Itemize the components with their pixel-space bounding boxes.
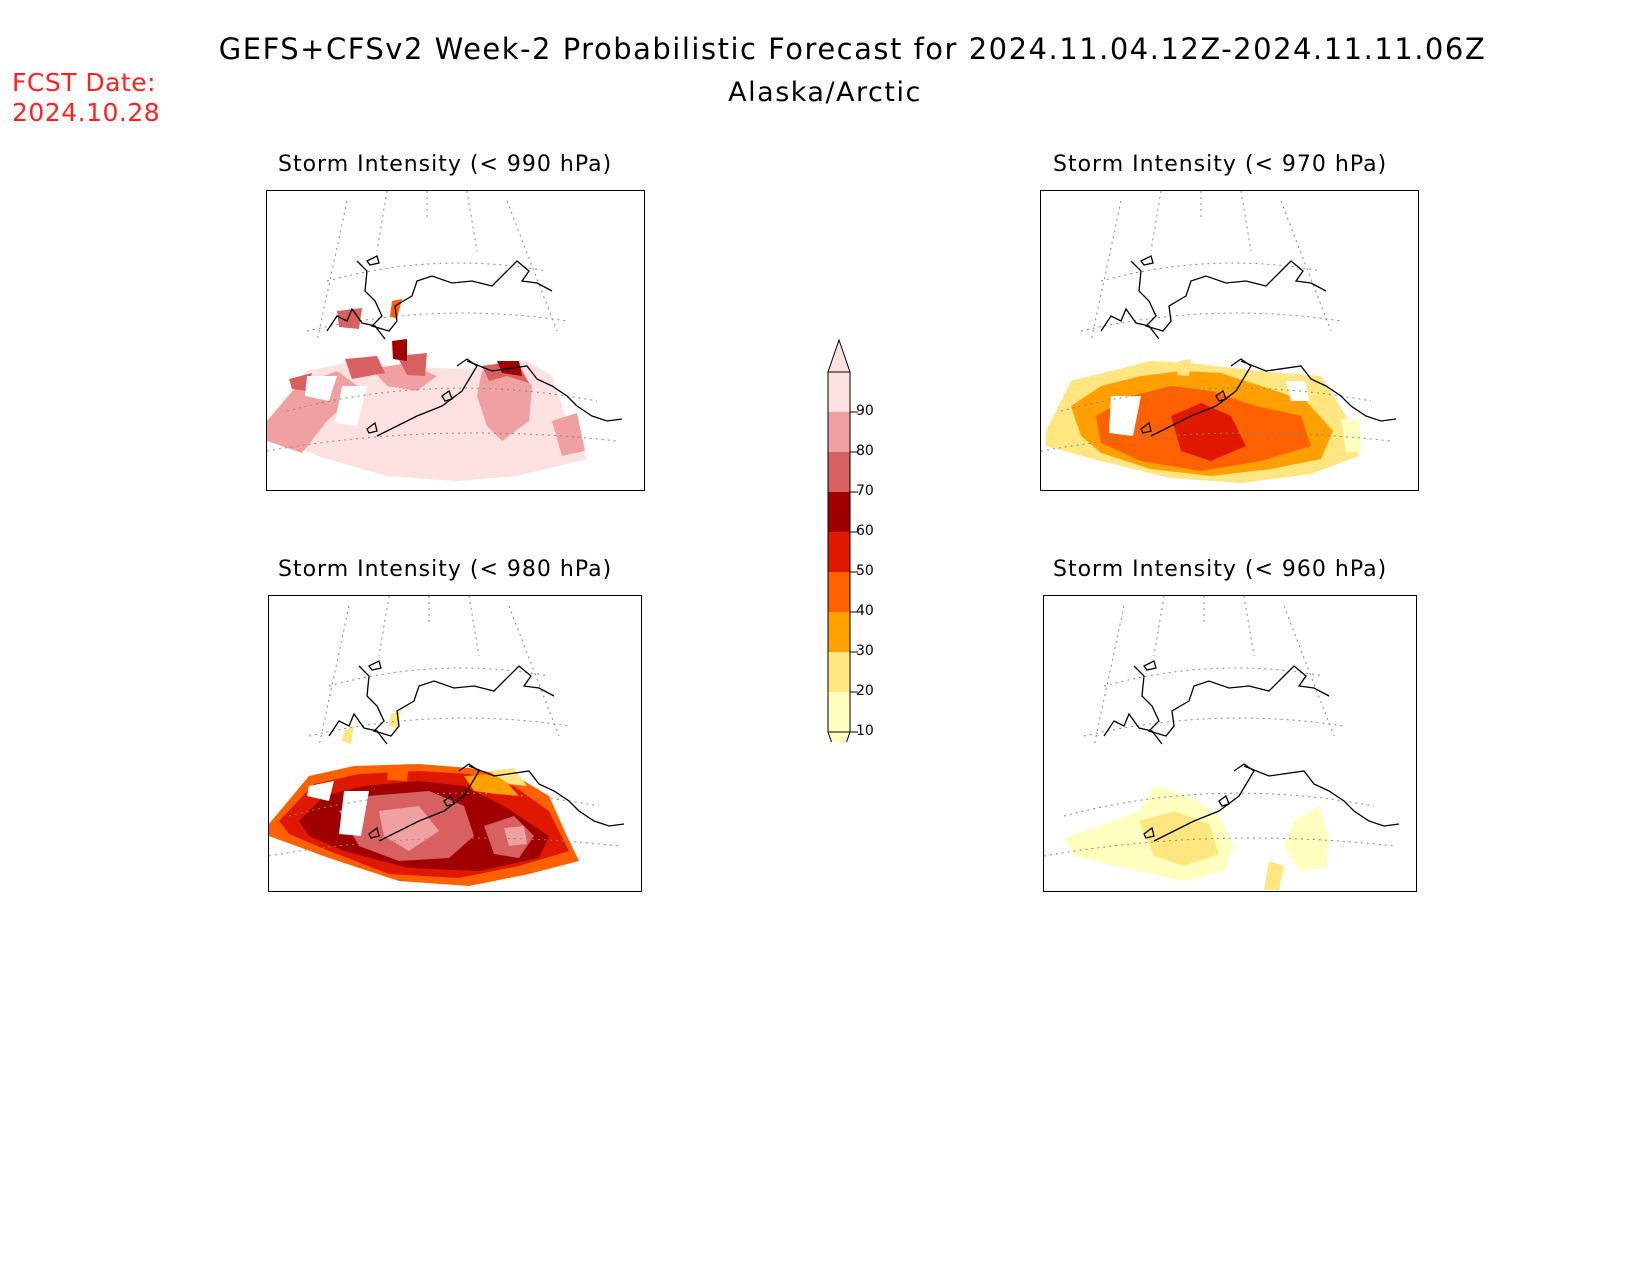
colorbar-label-40: 40 xyxy=(856,603,874,619)
colorbar-label-50: 50 xyxy=(856,563,874,579)
map-panel-980 xyxy=(268,595,642,892)
colorbar-label-10: 10 xyxy=(856,723,874,739)
colorbar-label-90: 90 xyxy=(856,403,874,419)
region-title: Alaska/Arctic xyxy=(728,77,922,108)
map-990 xyxy=(267,191,623,481)
colorbar-label-60: 60 xyxy=(856,523,874,539)
coastline-970 xyxy=(1100,255,1397,437)
colorbar-segment-50 xyxy=(828,532,850,572)
main-title: GEFS+CFSv2 Week-2 Probabilistic Forecast… xyxy=(218,32,1487,66)
map-panel-990 xyxy=(266,190,645,491)
colorbar-segment-30 xyxy=(828,612,850,652)
coastline-980 xyxy=(328,660,625,842)
map-960 xyxy=(1044,596,1400,890)
fill-990 xyxy=(267,299,587,481)
colorbar-segment-20 xyxy=(828,652,850,692)
map-980 xyxy=(269,596,625,886)
colorbar-segment-10 xyxy=(828,692,850,732)
colorbar-segment-60 xyxy=(828,492,850,532)
colorbar-label-70: 70 xyxy=(856,483,874,499)
map-970 xyxy=(1041,191,1397,483)
graticule-980 xyxy=(269,596,620,857)
colorbar-segment-90 xyxy=(828,372,850,412)
coastline-990 xyxy=(326,255,623,437)
coastline-960 xyxy=(1103,660,1400,842)
fill-970 xyxy=(1046,359,1361,483)
panel-title-990: Storm Intensity (< 990 hPa) xyxy=(278,152,613,177)
colorbar-segment-70 xyxy=(828,452,850,492)
colorbar-label-30: 30 xyxy=(856,643,874,659)
colorbar-label-20: 20 xyxy=(856,683,874,699)
colorbar-outline xyxy=(827,371,851,733)
fcst-date-value: 2024.10.28 xyxy=(12,98,161,127)
graticule-970 xyxy=(1041,191,1392,452)
colorbar-segment-40 xyxy=(828,572,850,612)
colorbar-segment-80 xyxy=(828,412,850,452)
colorbar-cap-bottom xyxy=(827,731,851,742)
fill-980 xyxy=(269,711,579,886)
map-panel-960 xyxy=(1043,595,1417,892)
graticule-990 xyxy=(267,191,618,452)
fcst-date-block: FCST Date: 2024.10.28 xyxy=(12,68,160,128)
colorbar-label-80: 80 xyxy=(856,443,874,459)
map-panel-970 xyxy=(1040,190,1419,491)
panel-title-980: Storm Intensity (< 980 hPa) xyxy=(278,557,613,582)
panel-title-970: Storm Intensity (< 970 hPa) xyxy=(1053,152,1388,177)
fill-960 xyxy=(1064,786,1329,890)
graticule-960 xyxy=(1044,596,1395,857)
panel-title-960: Storm Intensity (< 960 hPa) xyxy=(1053,557,1388,582)
colorbar-cap-top xyxy=(827,338,851,373)
fcst-date-label: FCST Date: xyxy=(12,68,157,97)
colorbar-legend xyxy=(827,338,858,742)
